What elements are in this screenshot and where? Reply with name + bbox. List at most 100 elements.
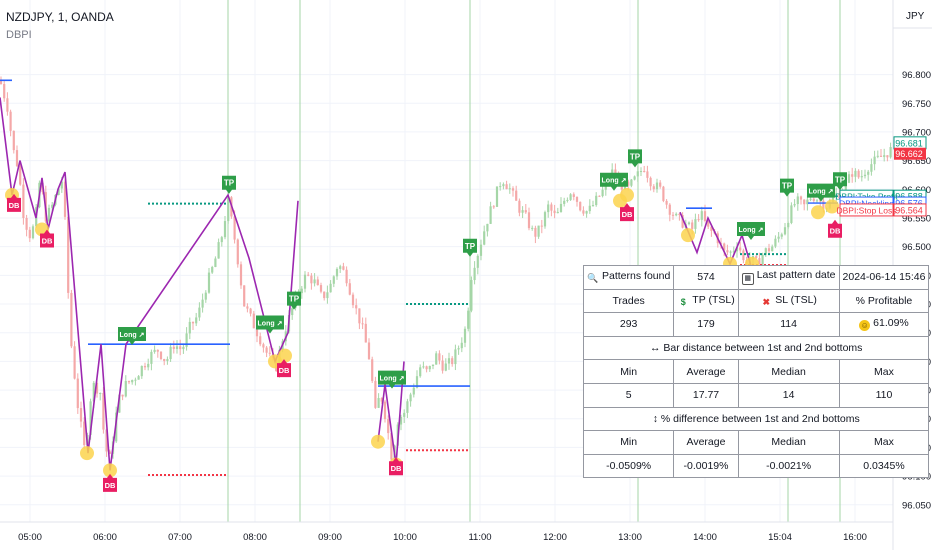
candle-body [863, 174, 867, 177]
candle-body [588, 205, 591, 212]
candle-body [732, 251, 735, 253]
stats-row: 🔍 Patterns found 574 ▦ Last pattern date 2… [582, 265, 930, 290]
price-tick-label: 96.650 [902, 156, 931, 167]
candle-body [204, 292, 207, 300]
candle-body [803, 199, 806, 205]
candle-body [729, 251, 732, 253]
candle-body [767, 248, 771, 252]
candle-body [889, 147, 892, 158]
indicator-name[interactable]: DBPI [6, 29, 32, 41]
candle-body [239, 264, 243, 286]
time-tick-label: 05:00 [18, 532, 42, 543]
candle-body [694, 219, 697, 229]
last-pattern-cell: ▦ Last pattern date [737, 265, 840, 290]
candle-body [851, 174, 854, 177]
candle-body [735, 247, 739, 252]
candle-body [319, 285, 323, 292]
candle-body [223, 221, 227, 238]
candle-body [550, 204, 553, 211]
candle-body [79, 408, 83, 422]
line-label-text: DBPI:Stop Loss [836, 205, 896, 215]
candle-body [844, 182, 847, 194]
long-marker: Long ↗ [118, 326, 146, 345]
candle-body [19, 165, 22, 185]
candle-body [595, 195, 598, 206]
candle-body [431, 364, 435, 367]
candle-body [665, 200, 668, 205]
candle-body [188, 321, 191, 334]
pattern-lines [0, 97, 753, 471]
candle-body [700, 211, 703, 220]
symbol-title[interactable]: NZDJPY, 1, OANDA [6, 10, 114, 24]
candle-body [524, 210, 527, 213]
price-label-text: 96.681 [895, 138, 923, 148]
candle-body [627, 181, 630, 186]
long-label-shape [807, 183, 835, 202]
time-tick-label: 11:00 [468, 532, 491, 543]
bar-distance-title: ↔ Bar distance between 1st and 2nd botto… [582, 335, 930, 361]
candle-body [495, 186, 499, 207]
candle-body [796, 196, 799, 205]
price-label-box [893, 203, 927, 217]
long-label-text: Long ↗ [258, 321, 283, 328]
tp-label-shape [222, 175, 236, 194]
candle-body [867, 171, 870, 175]
candle-body [566, 199, 569, 201]
long-label-text: Long ↗ [739, 227, 764, 234]
candle-body [879, 155, 883, 157]
tp-marker: TP [628, 149, 642, 168]
candle-body [22, 184, 25, 218]
db-marker: DB [40, 229, 54, 248]
candle-body [771, 246, 774, 252]
time-tick-label: 06:00 [93, 532, 117, 543]
db-label-text: DB [830, 227, 841, 236]
candle-body [662, 186, 665, 201]
candle-body [515, 190, 518, 201]
candle-body [425, 366, 428, 370]
candle-body [364, 323, 367, 343]
sl-header-cell: ✖ SL (TSL) [737, 288, 840, 314]
candle-body [687, 222, 691, 225]
price-tick-label: 96.500 [902, 242, 931, 253]
db-marker: DB [828, 219, 842, 238]
candle-body [63, 181, 67, 217]
bottom-dot [620, 188, 634, 203]
candle-body [742, 250, 745, 261]
db-label-shape [828, 219, 842, 238]
candle-body [630, 179, 633, 186]
bottom-dot [811, 205, 825, 220]
candle-body [243, 285, 246, 307]
candle-body [579, 201, 582, 211]
candle-body [655, 182, 659, 190]
price-tick-label: 96.800 [902, 70, 931, 81]
candle-body [815, 200, 819, 202]
time-tick-label: 07:00 [168, 532, 192, 543]
candle-body [159, 351, 163, 359]
db-label-text: DB [391, 464, 402, 473]
tp-label-text: TP [224, 179, 235, 188]
stats-row: Min Average Median Max [582, 430, 930, 455]
candle-body [812, 198, 815, 201]
candle-body [697, 219, 700, 221]
bar-median-header: Median [737, 359, 840, 384]
candle-body [483, 231, 486, 245]
calendar-icon: ▦ [741, 273, 754, 286]
tp-marker: TP [287, 291, 301, 310]
long-marker: Long ↗ [807, 183, 835, 202]
db-label-shape [620, 203, 634, 222]
double-bottom-zigzag [377, 361, 405, 465]
candle-body [457, 348, 460, 350]
candle-body [323, 291, 326, 299]
currency-label[interactable]: JPY [906, 11, 925, 22]
candle-body [598, 195, 601, 197]
db-marker: DB [389, 457, 403, 476]
stats-row: -0.0509% -0.0019% -0.0021% 0.0345% [582, 453, 930, 479]
tp-marker: TP [222, 175, 236, 194]
candle-body [809, 198, 812, 200]
candle-body [367, 342, 371, 360]
candle-body [348, 283, 351, 295]
candle-body [649, 177, 652, 187]
patterns-found-value: 574 [673, 265, 739, 290]
candle-body [92, 382, 95, 402]
